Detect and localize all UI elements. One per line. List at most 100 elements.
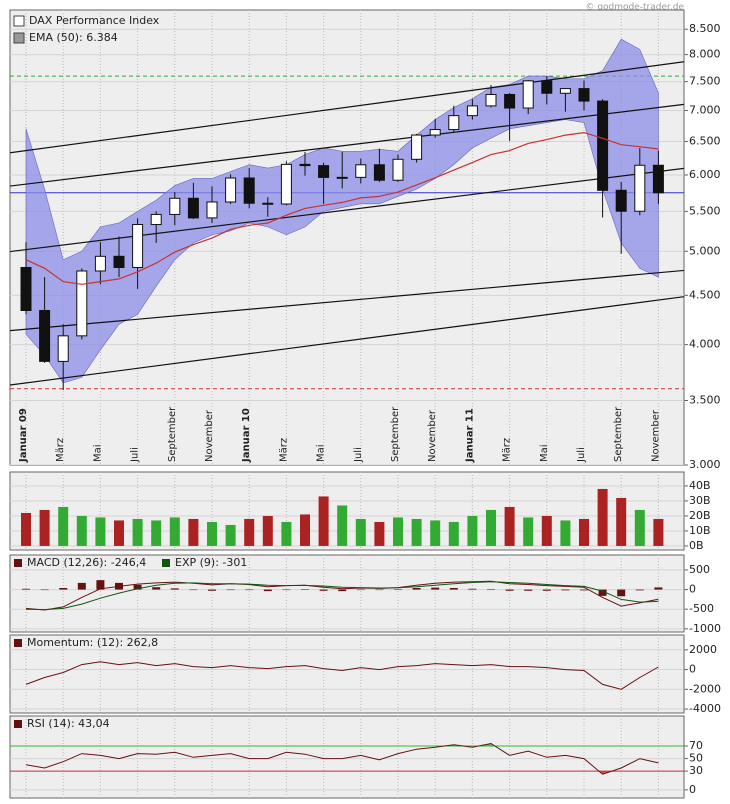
y-tick-label: -4000 bbox=[689, 702, 721, 715]
candle-body bbox=[206, 201, 218, 219]
volume-bar bbox=[541, 515, 552, 546]
volume-bar bbox=[523, 517, 534, 546]
candle-body bbox=[76, 270, 88, 337]
volume-bar bbox=[281, 521, 292, 546]
candle-body bbox=[187, 197, 199, 219]
candle-body bbox=[448, 115, 460, 131]
y-tick-label: 30 bbox=[689, 764, 703, 777]
volume-bar bbox=[653, 518, 664, 546]
x-tick-label: Mai bbox=[316, 444, 327, 462]
histogram-bar bbox=[263, 589, 272, 592]
y-tick-label: 7.500 bbox=[689, 75, 721, 88]
x-tick-label: September bbox=[167, 406, 178, 462]
volume-bar bbox=[300, 514, 310, 546]
histogram-bar bbox=[598, 589, 607, 596]
volume-bar bbox=[95, 517, 106, 546]
volume-bar bbox=[597, 488, 608, 546]
histogram-bar bbox=[654, 587, 663, 590]
indicator-line bbox=[25, 581, 659, 611]
candle-body bbox=[225, 177, 237, 203]
x-tick-label: Mai bbox=[539, 444, 550, 462]
histogram-bar bbox=[133, 584, 142, 590]
histogram-bar bbox=[40, 589, 49, 591]
plot-area bbox=[10, 635, 684, 713]
indicator-line bbox=[25, 661, 659, 690]
legend-swatch bbox=[14, 720, 22, 728]
histogram-bar bbox=[59, 588, 68, 590]
x-tick-label: Juli bbox=[576, 447, 587, 463]
histogram-bar bbox=[338, 589, 347, 592]
y-tick-label: 0 bbox=[689, 663, 696, 676]
y-tick-label: 10B bbox=[689, 524, 711, 537]
trend-line bbox=[10, 296, 684, 386]
x-tick-label: November bbox=[650, 409, 661, 462]
volume-bar bbox=[448, 521, 459, 546]
volume-bar bbox=[262, 515, 273, 546]
y-tick-label: 500 bbox=[689, 563, 710, 576]
volume-bar bbox=[430, 520, 441, 546]
candle-body bbox=[541, 80, 553, 94]
plot-area bbox=[10, 472, 684, 550]
histogram-bar bbox=[580, 589, 588, 591]
plot-area bbox=[10, 555, 684, 632]
y-tick-label: 70 bbox=[689, 739, 703, 752]
candle-body bbox=[429, 129, 441, 136]
y-tick-label: 2000 bbox=[689, 643, 717, 656]
candle-body bbox=[299, 163, 311, 167]
trend-line bbox=[10, 61, 684, 154]
candle-body bbox=[373, 164, 385, 181]
volume-bar bbox=[132, 518, 143, 546]
volume-bar bbox=[76, 515, 87, 546]
histogram-bar bbox=[226, 589, 235, 591]
candle-body bbox=[318, 165, 330, 178]
legend-label: Momentum: (12): 262,8 bbox=[27, 636, 158, 649]
panel-background bbox=[9, 715, 685, 799]
y-tick-label: 5.500 bbox=[689, 204, 721, 217]
candle-body bbox=[392, 158, 404, 181]
candle-body bbox=[169, 197, 181, 215]
histogram-bar bbox=[96, 580, 105, 590]
histogram-bar bbox=[617, 589, 626, 597]
volume-bar bbox=[411, 518, 422, 546]
x-tick-label: Mai bbox=[92, 444, 103, 462]
volume-bar bbox=[486, 509, 496, 546]
candle-body bbox=[150, 213, 162, 226]
histogram-bar bbox=[170, 588, 179, 590]
legend-swatch bbox=[14, 559, 22, 567]
y-tick-label: 50 bbox=[689, 752, 703, 765]
y-tick-label: 0 bbox=[689, 783, 696, 796]
y-tick-label: 7.000 bbox=[689, 103, 721, 116]
candle-body bbox=[355, 164, 367, 178]
legend-label: EXP (9): -301 bbox=[175, 556, 247, 569]
histogram-bar bbox=[505, 589, 514, 591]
candle-body bbox=[280, 163, 292, 205]
legend-label: DAX Performance Index bbox=[29, 14, 160, 27]
y-tick-label: 3.000 bbox=[689, 458, 721, 471]
plot-area bbox=[10, 716, 684, 798]
indicator-line bbox=[25, 580, 659, 611]
candle-body bbox=[57, 335, 69, 362]
histogram-bar bbox=[245, 589, 254, 591]
x-tick-label: Januar 11 bbox=[464, 408, 475, 463]
histogram-bar bbox=[375, 589, 384, 591]
candle-body bbox=[615, 189, 627, 212]
y-tick-label: 4.000 bbox=[689, 338, 721, 351]
volume-bar bbox=[467, 515, 478, 546]
histogram-bar bbox=[468, 588, 477, 590]
y-tick-label: 6.500 bbox=[689, 134, 721, 147]
ema-line bbox=[25, 131, 659, 285]
histogram-bar bbox=[394, 589, 402, 590]
candle-body bbox=[20, 266, 32, 311]
volume-bar bbox=[21, 512, 31, 546]
legend-label: EMA (50): 6.384 bbox=[29, 31, 118, 44]
volume-bar bbox=[169, 517, 180, 546]
y-tick-label: -1000 bbox=[689, 622, 721, 635]
trend-line bbox=[10, 269, 684, 332]
histogram-bar bbox=[301, 589, 309, 590]
volume-bar bbox=[504, 506, 515, 546]
y-tick-label: 6.000 bbox=[689, 168, 721, 181]
y-tick-label: 40B bbox=[689, 479, 711, 492]
histogram-bar bbox=[208, 589, 216, 591]
histogram-bar bbox=[189, 589, 198, 591]
histogram-bar bbox=[431, 587, 440, 590]
